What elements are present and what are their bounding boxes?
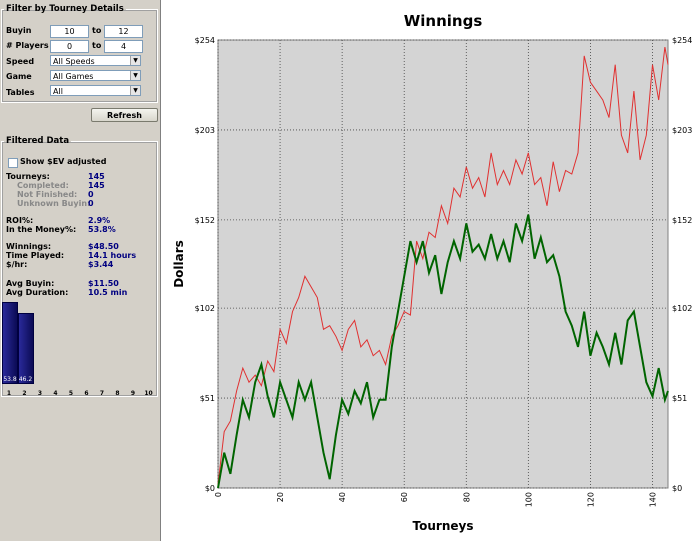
y-tick-label-left: $254 xyxy=(195,36,215,45)
time-played-value: 14.1 hours xyxy=(88,251,137,260)
x-tick-label: 0 xyxy=(214,492,223,497)
finish-position-bar xyxy=(17,313,34,384)
x-tick-label: 60 xyxy=(400,492,409,502)
rate-value: $3.44 xyxy=(88,260,114,269)
buyin-from-input[interactable]: 10 xyxy=(50,25,89,38)
finish-position-label: 4 xyxy=(53,390,58,397)
y-tick-label-right: $254 xyxy=(672,36,692,45)
avg-duration-label: Avg Duration: xyxy=(6,288,69,297)
plot-area xyxy=(217,39,669,489)
filtered-data-title: Filtered Data xyxy=(6,136,70,146)
y-tick-label-left: $51 xyxy=(200,394,215,403)
y-tick-label-left: $152 xyxy=(195,216,215,225)
filter-group: Filter by Tourney Details xyxy=(1,4,158,103)
finish-position-bar-label: 46.2 xyxy=(18,376,33,383)
to-label-2: to xyxy=(92,41,102,50)
refresh-button[interactable]: Refresh xyxy=(91,108,158,122)
itm-label: In the Money%: xyxy=(6,225,77,234)
finish-position-label: 3 xyxy=(37,390,43,397)
show-ev-checkbox[interactable] xyxy=(8,158,18,168)
chevron-down-icon[interactable]: ▼ xyxy=(130,71,140,80)
game-select[interactable]: All Games ▼ xyxy=(50,70,141,81)
x-tick-label: 120 xyxy=(586,492,595,507)
left-panel: Filter by Tourney Details Buyin 10 to 12… xyxy=(0,0,160,541)
players-label: # Players xyxy=(6,41,49,50)
finish-position-label: 10 xyxy=(144,390,153,397)
series-line-red xyxy=(217,47,669,485)
avg-duration-value: 10.5 min xyxy=(88,288,128,297)
chart-title: Winnings xyxy=(404,12,483,30)
unknown-buyin-label: Unknown Buyin: xyxy=(17,199,91,208)
tourneys-label: Tourneys: xyxy=(6,172,50,181)
speed-label: Speed xyxy=(6,57,35,66)
x-tick-label: 100 xyxy=(524,492,533,507)
y-tick-label-right: $0 xyxy=(672,484,682,493)
series-line-green xyxy=(217,214,669,489)
game-select-value: All Games xyxy=(53,72,94,81)
winnings-value: $48.50 xyxy=(88,242,119,251)
y-tick-label-right: $203 xyxy=(672,126,692,135)
itm-value: 53.8% xyxy=(88,225,116,234)
x-tick-label: 40 xyxy=(338,492,347,502)
winnings-chart: $0 $0 $51 $51 $102 $102 $152 $152 $203 $203 $254 $2… xyxy=(172,12,692,533)
tables-select[interactable]: All ▼ xyxy=(50,85,141,96)
finish-position-chart: 1 53.8 2 46.2 3 4 5 6 7 8 9 10 xyxy=(1,298,157,398)
finish-position-bar-label: 53.8 xyxy=(3,376,17,383)
chevron-down-icon[interactable]: ▼ xyxy=(130,56,140,65)
unknown-buyin-value: 0 xyxy=(88,199,94,208)
tourneys-value: 145 xyxy=(88,172,105,181)
y-axis-label: Dollars xyxy=(172,240,186,288)
buyin-label: Buyin xyxy=(6,26,32,35)
avg-buyin-label: Avg Buyin: xyxy=(6,279,55,288)
completed-label: Completed: xyxy=(17,181,69,190)
players-from-input[interactable]: 0 xyxy=(50,40,89,53)
finish-position-label: 8 xyxy=(115,390,120,397)
y-tick-label-right: $152 xyxy=(672,216,692,225)
speed-select[interactable]: All Speeds ▼ xyxy=(50,55,141,66)
avg-buyin-value: $11.50 xyxy=(88,279,119,288)
x-tick-label: 80 xyxy=(462,492,471,502)
tables-select-value: All xyxy=(53,87,63,96)
game-label: Game xyxy=(6,72,32,81)
y-tick-label-right: $102 xyxy=(672,304,692,313)
players-to-input[interactable]: 4 xyxy=(104,40,143,53)
x-axis-label: Tourneys xyxy=(413,519,474,533)
speed-select-value: All Speeds xyxy=(53,57,95,66)
winnings-chart-panel: $0 $0 $51 $51 $102 $102 $152 $152 $203 $203 $254 $2… xyxy=(160,0,700,541)
buyin-to-input[interactable]: 12 xyxy=(104,25,143,38)
to-label-1: to xyxy=(92,26,102,35)
rate-label: $/hr: xyxy=(6,260,28,269)
finish-position-label: 2 xyxy=(22,390,27,397)
show-ev-label[interactable]: Show $EV adjusted xyxy=(20,157,107,166)
finish-position-bar xyxy=(2,302,18,384)
finish-position-label: 5 xyxy=(68,390,74,397)
y-tick-label-left: $0 xyxy=(205,484,215,493)
time-played-label: Time Played: xyxy=(6,251,65,260)
roi-label: ROI%: xyxy=(6,216,34,225)
y-tick-label-right: $51 xyxy=(672,394,687,403)
not-finished-value: 0 xyxy=(88,190,94,199)
not-finished-label: Not Finished: xyxy=(17,190,78,199)
finish-position-label: 1 xyxy=(6,390,12,397)
y-tick-label-left: $102 xyxy=(195,304,215,313)
chevron-down-icon[interactable]: ▼ xyxy=(130,86,140,95)
tables-label: Tables xyxy=(6,88,35,97)
x-tick-label: 20 xyxy=(276,492,285,502)
winnings-label: Winnings: xyxy=(6,242,52,251)
roi-value: 2.9% xyxy=(88,216,111,225)
finish-position-label: 6 xyxy=(84,390,89,397)
finish-position-label: 7 xyxy=(99,390,105,397)
finish-position-label: 9 xyxy=(130,390,136,397)
y-tick-label-left: $203 xyxy=(195,126,215,135)
filter-group-title: Filter by Tourney Details xyxy=(6,4,124,14)
completed-value: 145 xyxy=(88,181,105,190)
filtered-data-group: Filtered Data xyxy=(1,136,158,397)
x-tick-label: 140 xyxy=(648,492,657,507)
